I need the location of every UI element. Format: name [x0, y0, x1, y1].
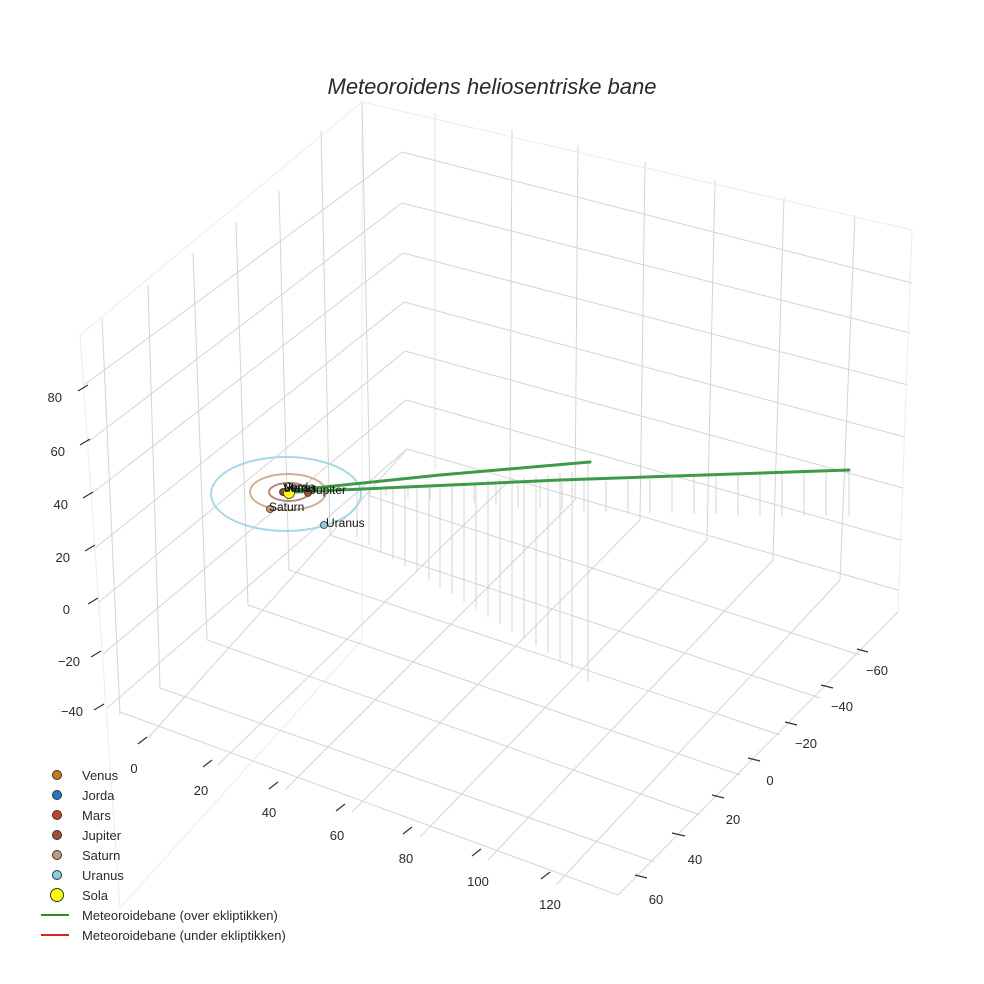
svg-text:0: 0: [63, 602, 70, 617]
x-axis: [137, 736, 551, 880]
legend-label: Saturn: [82, 847, 121, 863]
y-axis-labels: −60 −40 −20 0 20 40 60: [649, 663, 888, 907]
uranus-dot-icon: [52, 870, 62, 880]
svg-text:Mars: Mars: [284, 481, 311, 495]
svg-text:Jorda: Jorda: [285, 480, 315, 494]
legend: Venus Jorda Mars Jupiter Saturn Uranus S…: [36, 765, 286, 945]
grid-floor: [119, 448, 899, 896]
svg-text:Jupiter: Jupiter: [310, 483, 346, 497]
red-line-icon: [41, 934, 69, 936]
y-axis: [634, 648, 869, 879]
jupiter-dot-icon: [52, 830, 62, 840]
legend-item-trajectory-below[interactable]: Meteoroidebane (under ekliptikken): [36, 925, 286, 945]
venus-dot-icon: [52, 770, 62, 780]
legend-item-trajectory-above[interactable]: Meteoroidebane (over ekliptikken): [36, 905, 286, 925]
legend-item-venus[interactable]: Venus: [36, 765, 286, 785]
svg-text:Uranus: Uranus: [326, 516, 365, 530]
svg-text:80: 80: [48, 390, 62, 405]
legend-label: Jupiter: [82, 827, 122, 843]
svg-text:80: 80: [399, 851, 413, 866]
svg-text:Venus: Venus: [283, 481, 316, 495]
svg-text:−40: −40: [61, 704, 83, 719]
sola-dot-icon: [50, 888, 64, 902]
jupiter-marker: [304, 489, 312, 497]
legend-label: Uranus: [82, 867, 124, 883]
svg-text:20: 20: [726, 812, 740, 827]
legend-label: Venus: [82, 767, 119, 783]
legend-item-jupiter[interactable]: Jupiter: [36, 825, 286, 845]
planet-labels: Venus Jorda Mars Jupiter Saturn Uranus: [269, 480, 365, 530]
svg-text:−40: −40: [831, 699, 853, 714]
legend-label: Mars: [82, 807, 111, 823]
legend-label: Jorda: [82, 787, 115, 803]
svg-text:40: 40: [688, 852, 702, 867]
z-axis: [77, 384, 105, 711]
svg-text:60: 60: [51, 444, 65, 459]
mars-dot-icon: [52, 810, 62, 820]
green-line-icon: [41, 914, 69, 916]
svg-text:0: 0: [766, 773, 773, 788]
svg-text:20: 20: [194, 783, 208, 798]
x-axis-labels: 0 20 40 60 80 100 120: [130, 761, 560, 912]
chart-title: Meteoroidens heliosentriske bane: [327, 74, 657, 99]
z-axis-labels: 80 60 40 20 0 −20 −40: [48, 390, 83, 719]
svg-text:40: 40: [54, 497, 68, 512]
grid-back-wall: [361, 101, 913, 613]
saturn-dot-icon: [52, 850, 62, 860]
svg-text:60: 60: [330, 828, 344, 843]
svg-text:40: 40: [262, 805, 276, 820]
jorda-dot-icon: [52, 790, 62, 800]
legend-item-mars[interactable]: Mars: [36, 805, 286, 825]
svg-text:Saturn: Saturn: [269, 500, 304, 514]
legend-item-jorda[interactable]: Jorda: [36, 785, 286, 805]
svg-text:20: 20: [56, 550, 70, 565]
svg-text:−20: −20: [795, 736, 817, 751]
legend-label: Sola: [82, 887, 109, 903]
saturn-marker: [266, 505, 274, 513]
meteoroid-trajectory-above: [293, 460, 851, 494]
svg-text:60: 60: [649, 892, 663, 907]
legend-label: Meteoroidebane (under ekliptikken): [82, 927, 286, 943]
svg-text:100: 100: [467, 874, 489, 889]
svg-text:0: 0: [130, 761, 137, 776]
svg-text:−20: −20: [58, 654, 80, 669]
planets: [266, 486, 328, 529]
legend-item-uranus[interactable]: Uranus: [36, 865, 286, 885]
svg-text:−60: −60: [866, 663, 888, 678]
legend-item-sola[interactable]: Sola: [36, 885, 286, 905]
uranus-orbit: [210, 456, 362, 532]
uranus-marker: [320, 521, 328, 529]
sola-marker: [283, 487, 295, 499]
trajectory-drop-lines: [356, 462, 850, 682]
svg-text:120: 120: [539, 897, 561, 912]
legend-label: Meteoroidebane (over ekliptikken): [82, 907, 278, 923]
legend-item-saturn[interactable]: Saturn: [36, 845, 286, 865]
